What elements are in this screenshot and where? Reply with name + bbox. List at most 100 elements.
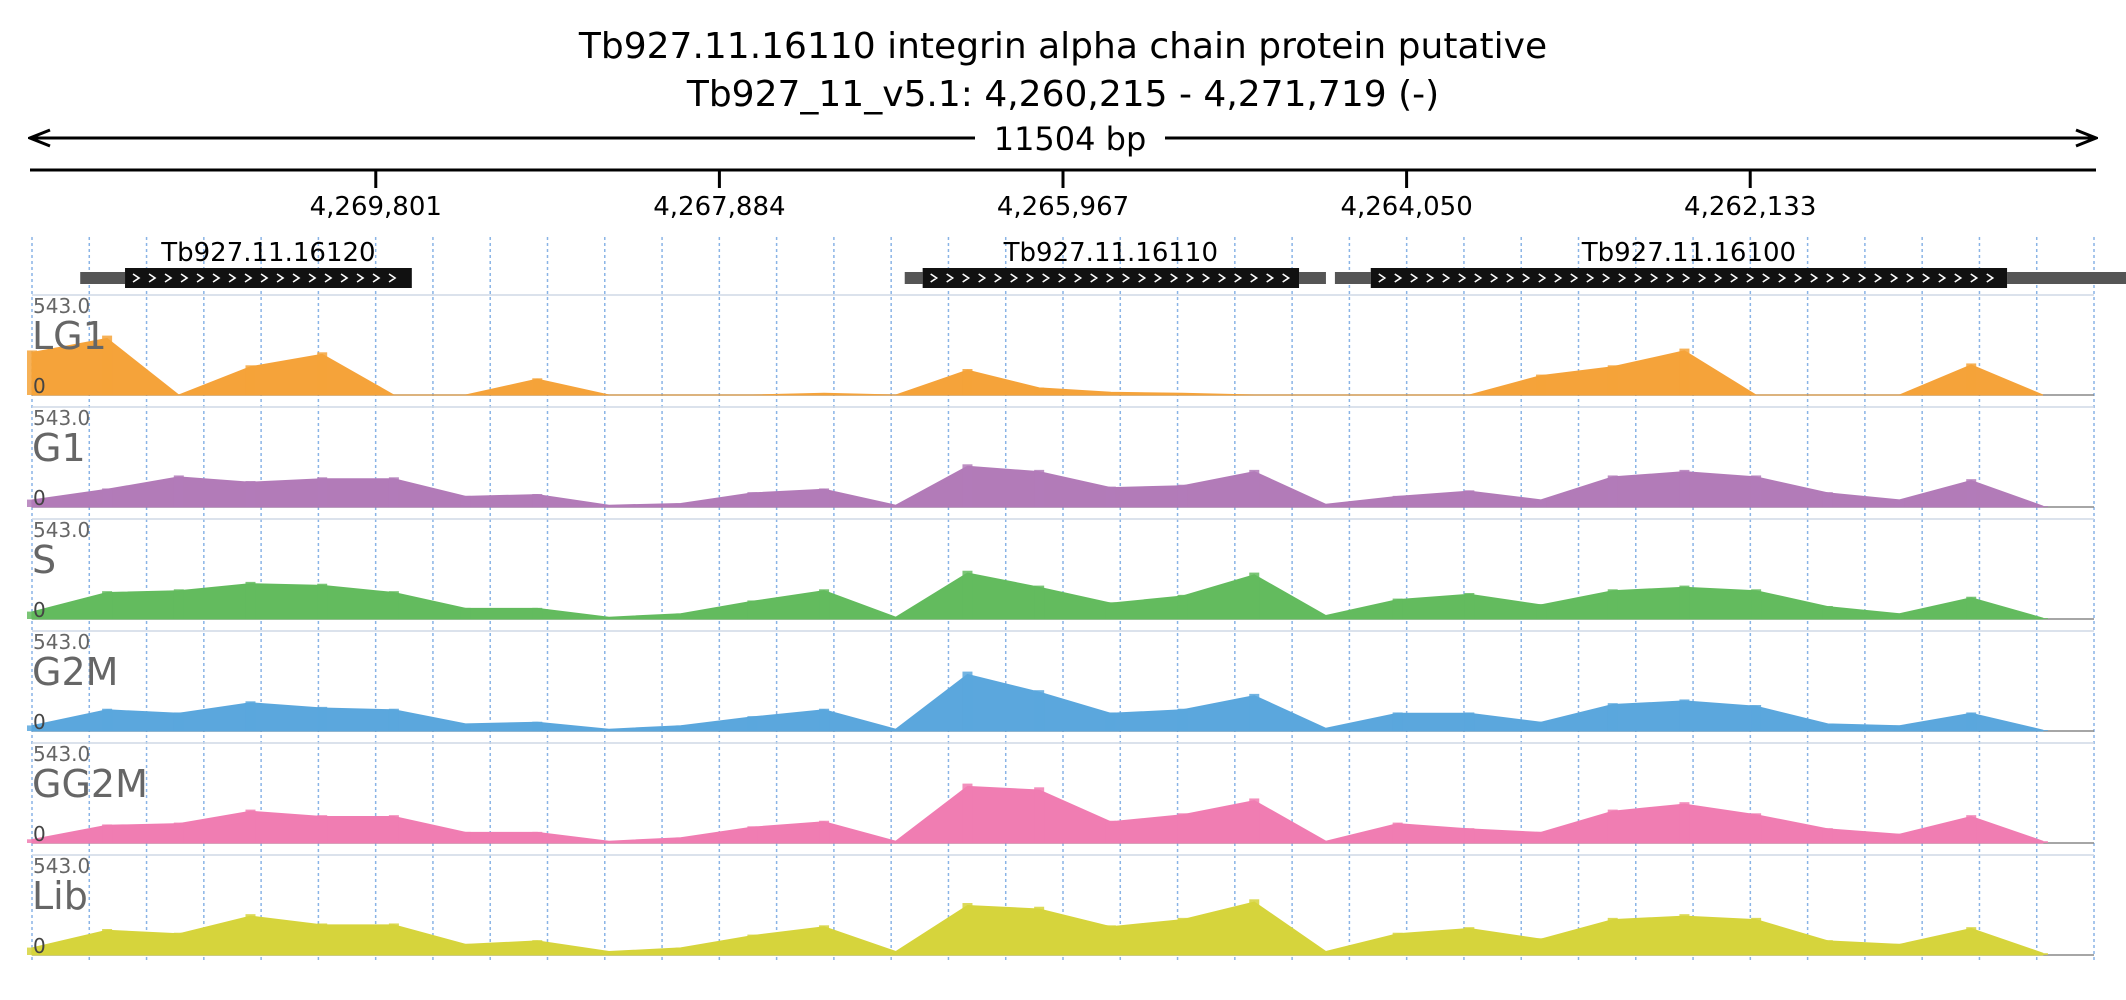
coverage-spike <box>1034 387 1045 395</box>
strand-chevrons <box>930 273 1291 283</box>
track-s: 543.0S 0 <box>27 518 2094 622</box>
coverage-spike <box>1822 723 1833 731</box>
coverage-spike <box>102 824 113 843</box>
coverage-spike <box>1536 721 1547 731</box>
coverage-spike <box>102 708 113 731</box>
coverage-spike <box>1966 712 1977 731</box>
coverage-spike <box>1679 469 1690 507</box>
coverage-spike <box>532 607 543 619</box>
coverage-spike <box>102 591 113 619</box>
coverage-spike <box>1249 693 1260 731</box>
coverage-spike <box>460 607 471 619</box>
coverage-spike <box>245 481 256 507</box>
coverage-spike <box>1464 712 1475 731</box>
coverage-spike <box>962 671 973 731</box>
track-max-label: 543.0 <box>33 742 90 766</box>
gene-1: Tb927.11.16110 <box>904 238 1326 288</box>
coverage-spike <box>1751 705 1762 731</box>
coverage-spike <box>317 815 328 843</box>
gene-label: Tb927.11.16120 <box>160 238 375 268</box>
coverage-spike <box>317 583 328 619</box>
coverage-spike <box>1249 469 1260 507</box>
track-name: S <box>32 538 56 582</box>
coverage-spike <box>1966 363 1977 395</box>
track-min-label: 0 <box>33 374 46 398</box>
coverage-spike <box>388 815 399 843</box>
coverage-spike <box>173 712 184 731</box>
gene-utr-3prime <box>2007 272 2126 284</box>
coverage-spike <box>27 725 37 731</box>
coverage-spike <box>1536 604 1547 619</box>
coverage-spike <box>675 837 686 843</box>
track-max-label: 543.0 <box>33 630 90 654</box>
track-max-label: 543.0 <box>33 854 90 878</box>
coverage-spike <box>388 477 399 507</box>
coverage-spike <box>1105 602 1116 619</box>
coverage-spike <box>1105 712 1116 731</box>
coverage-spike <box>1177 813 1188 843</box>
gene-0: Tb927.11.16120 <box>80 238 412 288</box>
coverage-spike <box>2037 506 2048 507</box>
coverage-spike <box>388 923 399 955</box>
coverage-spike <box>27 611 37 619</box>
coverage-spike <box>962 903 973 955</box>
coverage-spike <box>1751 475 1762 507</box>
coverage-spike <box>1894 613 1905 619</box>
coverage-spike <box>1536 831 1547 843</box>
coverage-area <box>31 337 2044 396</box>
coverage-spike <box>1536 499 1547 507</box>
coverage-spike <box>819 708 830 731</box>
coverage-spike <box>1105 925 1116 955</box>
coverage-spike <box>1392 932 1403 955</box>
track-name: G2M <box>32 650 118 694</box>
coverage-spike <box>245 581 256 619</box>
track-max-label: 543.0 <box>33 406 90 430</box>
coverage-spike <box>245 365 256 395</box>
coverage-spike <box>819 820 830 843</box>
coverage-spike <box>603 729 614 731</box>
track-min-label: 0 <box>33 598 46 622</box>
coverage-spike <box>1894 943 1905 955</box>
coverage-spike <box>2037 730 2048 731</box>
track-name: G1 <box>32 426 86 470</box>
coverage-spike <box>1464 927 1475 955</box>
coverage-spike <box>245 701 256 731</box>
coverage-spike <box>2037 841 2048 843</box>
coverage-spike <box>1894 833 1905 843</box>
track-name: Lib <box>32 874 88 918</box>
coverage-spike <box>317 923 328 955</box>
coverage-spike <box>1536 938 1547 955</box>
coverage-spike <box>1822 940 1833 955</box>
coverage-spike <box>603 617 614 619</box>
coverage-spike <box>1464 828 1475 843</box>
coverage-spike <box>1751 589 1762 619</box>
chart-title: Tb927.11.16110 integrin alpha chain prot… <box>578 26 1547 67</box>
coverage-spike <box>1034 787 1045 843</box>
coverage-spike <box>1177 484 1188 507</box>
coverage-spike <box>962 369 973 395</box>
coverage-spike <box>675 503 686 507</box>
coverage-spike <box>1607 703 1618 731</box>
coverage-spike <box>1966 596 1977 619</box>
coverage-spike <box>317 477 328 507</box>
coverage-spike <box>1464 593 1475 619</box>
track-name: LG1 <box>32 314 107 358</box>
coverage-spike <box>1894 499 1905 507</box>
coverage-spike <box>962 783 973 843</box>
coverage-spike <box>102 488 113 507</box>
axis-tick-label-0: 4,269,801 <box>310 192 442 222</box>
coverage-spike <box>102 335 113 395</box>
coverage-spike <box>1249 572 1260 619</box>
coverage-spike <box>173 475 184 507</box>
coverage-spike <box>890 505 901 507</box>
coverage-spike <box>532 494 543 507</box>
coverage-spike <box>1320 728 1331 731</box>
coverage-spike <box>1679 802 1690 843</box>
gene-models: Tb927.11.16120 Tb927.11.16110 Tb927.11.161… <box>80 238 2126 288</box>
coverage-spike <box>1607 917 1618 955</box>
coverage-spike <box>603 505 614 507</box>
